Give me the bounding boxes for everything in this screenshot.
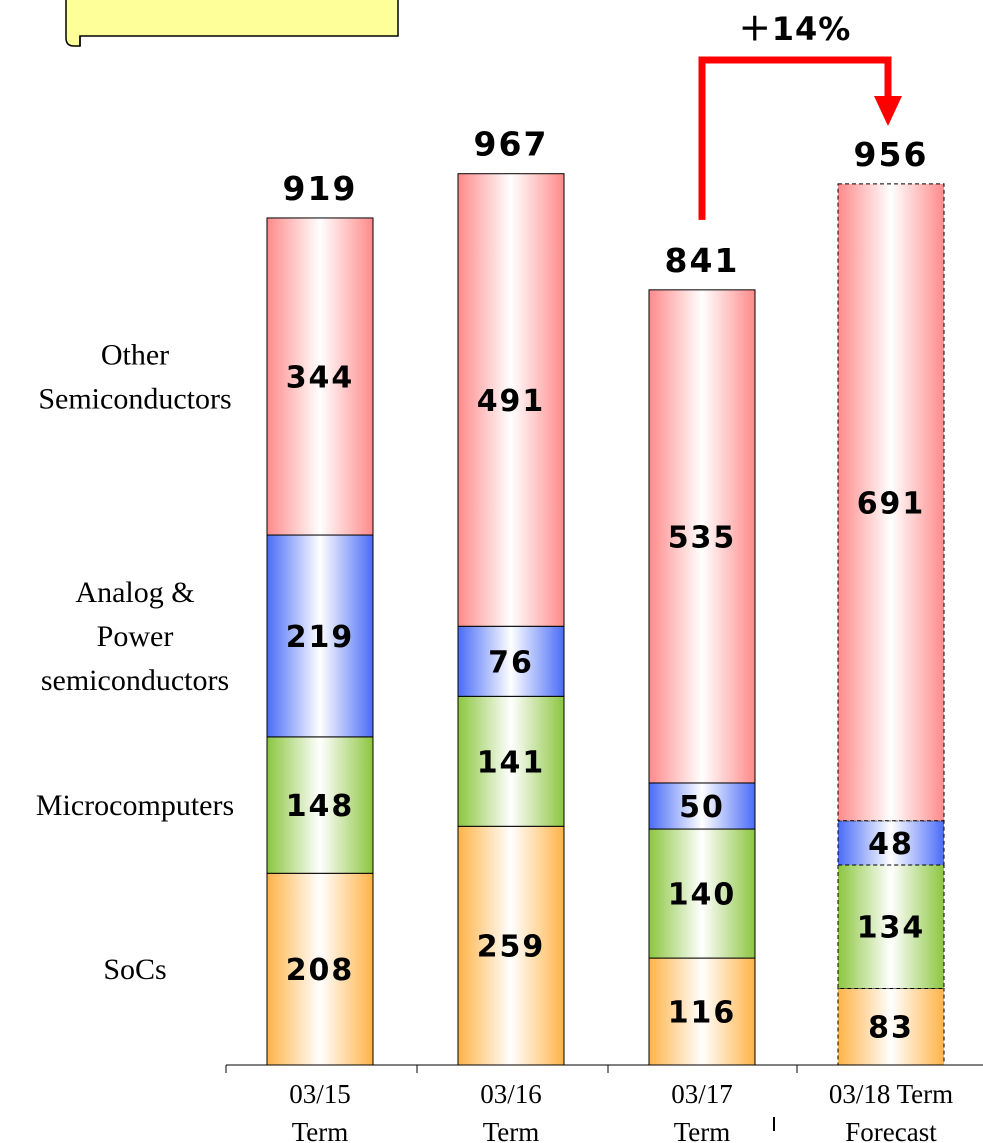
segment-value-label: 50 [679, 790, 725, 825]
x-tick-label: 03/17 Term [671, 1079, 733, 1143]
bar-segment [457, 625, 565, 697]
bar-segment [648, 289, 756, 784]
total-label: 956 [854, 135, 929, 174]
bar-segment [266, 534, 374, 738]
segment-value-label: 141 [477, 745, 546, 780]
bar-segment [457, 695, 565, 827]
segment-value-label: 691 [857, 486, 926, 521]
bar-segment [837, 820, 945, 866]
segment-value-label: 83 [868, 1011, 914, 1046]
segment-value-label: 134 [857, 911, 926, 946]
series-label: Other Semiconductors [38, 338, 231, 415]
bar-segment [266, 736, 374, 874]
segment-value-label: 535 [668, 520, 737, 555]
segment-value-label: 219 [286, 620, 355, 655]
segment-value-label: 48 [868, 827, 914, 862]
total-label: 841 [665, 241, 740, 280]
bar-segment [648, 957, 756, 1066]
segment-value-label: 208 [286, 953, 355, 988]
bar-segment [648, 828, 756, 959]
title-box [65, 0, 399, 47]
bar-segment [648, 782, 756, 830]
bar-segment [837, 864, 945, 989]
series-label: SoCs [103, 953, 166, 986]
segment-value-label: 140 [668, 878, 737, 913]
segment-value-label: 116 [668, 996, 737, 1031]
bar-segment [457, 173, 565, 627]
total-label: 967 [474, 125, 549, 164]
segment-value-label: 148 [286, 789, 355, 824]
x-tick-label: 03/18 Term Forecast [829, 1079, 953, 1143]
segment-value-label: 76 [488, 645, 534, 680]
segment-value-label: 344 [286, 360, 355, 395]
bar-segment [837, 183, 945, 822]
segment-value-label: 259 [477, 930, 546, 965]
series-label: Analog & Power semiconductors [41, 576, 229, 697]
growth-arrow [698, 56, 892, 220]
total-label: 919 [283, 169, 358, 208]
growth-annotation-label: ＋14% [739, 10, 852, 48]
x-tick-label: 03/16 Term [480, 1079, 542, 1143]
growth-arrow-head [874, 96, 902, 126]
x-tick-label: 03/15 Term [289, 1079, 351, 1143]
segment-value-label: 491 [477, 384, 546, 419]
bar-segment [457, 825, 565, 1066]
series-label: Microcomputers [36, 789, 234, 822]
bar-segment [266, 217, 374, 536]
